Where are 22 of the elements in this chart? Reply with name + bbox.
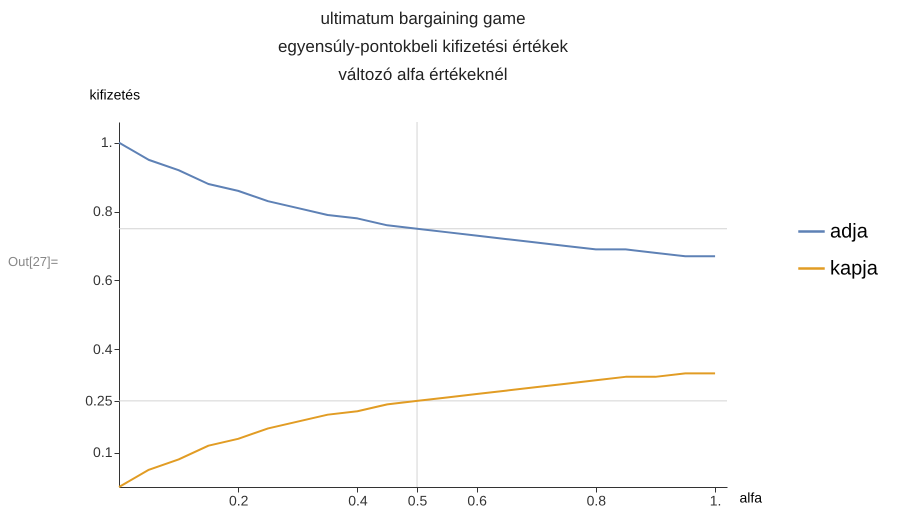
line-series [118,372,716,488]
legend-label: adja [830,220,869,242]
text: egyensúly-pontokbeli kifizetési értékek [278,37,568,56]
text: változó alfa értékeknél [338,65,508,84]
line-series [118,142,716,258]
x-axis-title: alfa [740,490,762,506]
y-tick-label: 1. [100,134,112,150]
y-axis-title: kifizetés [90,86,140,102]
y-tick-label: 0.25 [85,392,113,408]
x-tick-label: 0.4 [348,492,368,508]
x-tick-label: 0.6 [467,492,488,508]
y-tick-label: 0.8 [93,203,113,220]
x-tick-label: 0.2 [228,492,249,508]
x-tick-label: 1. [710,492,722,508]
y-tick-label: 0.1 [93,444,113,460]
y-tick-label: 0.6 [93,272,113,288]
y-tick-label: 0.4 [93,340,113,357]
x-tick-label: 0.5 [408,492,428,508]
legend-label: kapja [830,258,879,280]
x-tick-label: 0.8 [586,492,606,508]
text: Out[27]= [8,254,58,269]
text: ultimatum bargaining game [320,9,526,28]
